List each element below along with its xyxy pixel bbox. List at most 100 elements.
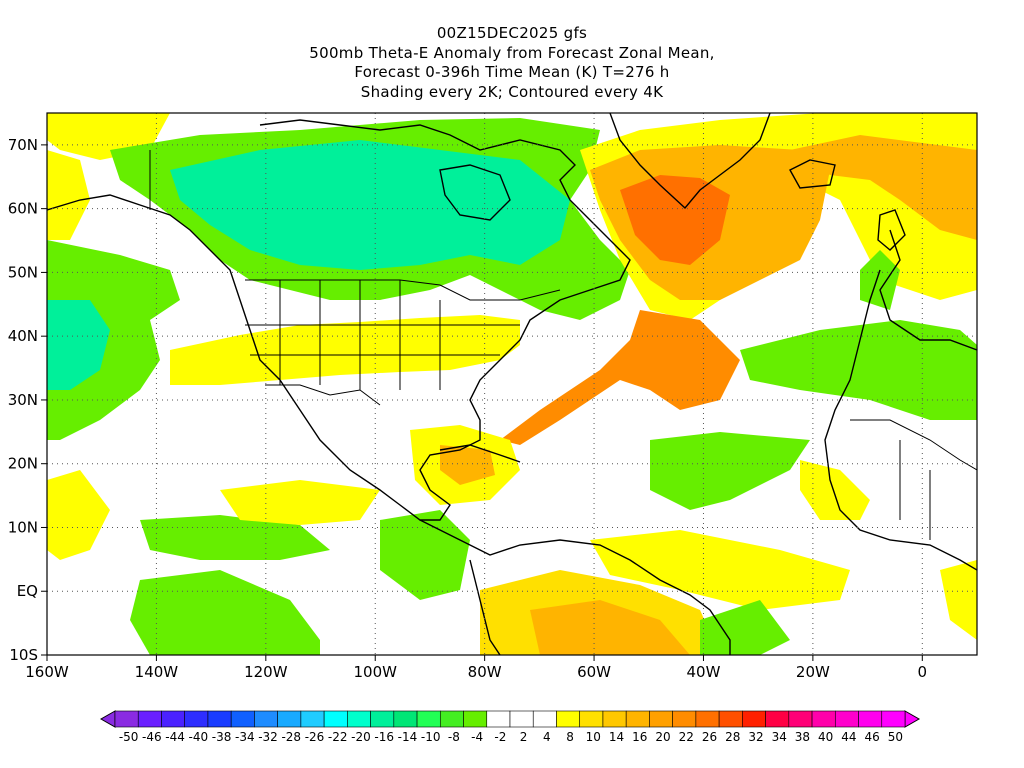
lon-tick-label: 80W bbox=[468, 663, 502, 681]
colorbar-swatch bbox=[486, 710, 511, 728]
shade-yellow-bering bbox=[47, 150, 90, 240]
border-sahara bbox=[850, 419, 977, 540]
colorbar-swatch bbox=[230, 710, 255, 728]
colorbar-swatch bbox=[300, 710, 325, 728]
coastline-south-america-west bbox=[469, 559, 501, 655]
colorbar-label: 8 bbox=[566, 730, 574, 744]
title-line-4: Shading every 2K; Contoured every 4K bbox=[360, 82, 664, 101]
shade-cyan-canada bbox=[170, 140, 570, 270]
colorbar-label: -26 bbox=[305, 730, 325, 744]
colorbar-label: -20 bbox=[351, 730, 371, 744]
colorbar-swatch bbox=[579, 710, 604, 728]
colorbar-label: 2 bbox=[520, 730, 528, 744]
shade-orange-caribbean bbox=[440, 445, 495, 485]
gridlines bbox=[47, 113, 977, 655]
colorbar-label: 34 bbox=[772, 730, 787, 744]
colorbar-swatch bbox=[672, 710, 697, 728]
lon-tick-label: 160W bbox=[25, 663, 69, 681]
shade-yellow-east-pacific bbox=[220, 480, 380, 525]
lat-tick-label: 40N bbox=[8, 327, 38, 345]
colorbar-arrow-right bbox=[904, 710, 921, 728]
colorbar-label: -46 bbox=[142, 730, 162, 744]
colorbar-swatch bbox=[625, 710, 650, 728]
colorbar-label: 40 bbox=[818, 730, 833, 744]
colorbar: -50 -46 -44 -40 -38 -34 -32 -28 -26 -22 -20 -16 -14-… bbox=[99, 710, 921, 744]
title-line-2: 500mb Theta-E Anomaly from Forecast Zona… bbox=[309, 43, 715, 62]
colorbar-label: 32 bbox=[748, 730, 763, 744]
colorbar-swatch bbox=[277, 710, 302, 728]
colorbar-swatch bbox=[532, 710, 557, 728]
colorbar-label: -44 bbox=[165, 730, 185, 744]
colorbar-label: -4 bbox=[471, 730, 483, 744]
colorbar-label: 44 bbox=[841, 730, 856, 744]
colorbar-swatch bbox=[788, 710, 813, 728]
coastline-south-america bbox=[419, 519, 731, 655]
lat-tick-label: 30N bbox=[8, 391, 38, 409]
shade-yellow-atl-east bbox=[940, 560, 977, 640]
shade-green-south-atlantic bbox=[700, 600, 790, 655]
colorbar-swatch bbox=[695, 710, 720, 728]
colorbar-label: -8 bbox=[448, 730, 460, 744]
coastline-europe bbox=[879, 229, 977, 351]
colorbar-label: 10 bbox=[586, 730, 601, 744]
colorbar-swatch bbox=[416, 710, 441, 728]
colorbar-swatch bbox=[347, 710, 371, 728]
lon-tick-label: 100W bbox=[354, 663, 398, 681]
colorbar-label: -40 bbox=[189, 730, 209, 744]
colorbar-swatch bbox=[463, 710, 488, 728]
coastline-greenland bbox=[609, 113, 771, 210]
coastline-cuba bbox=[439, 444, 521, 463]
colorbar-label: 22 bbox=[679, 730, 694, 744]
border-states-2 bbox=[245, 324, 520, 356]
colorbar-label: -22 bbox=[328, 730, 348, 744]
colorbar-label: 28 bbox=[725, 730, 740, 744]
colorbar-label: 4 bbox=[543, 730, 551, 744]
colorbar-swatch bbox=[114, 710, 139, 728]
colorbar-swatch bbox=[881, 710, 906, 728]
coastline-uk bbox=[877, 209, 906, 251]
lon-tick-label: 140W bbox=[135, 663, 179, 681]
colorbar-swatch bbox=[602, 710, 627, 728]
shade-green-mexico-sea bbox=[380, 510, 470, 600]
colorbar-swatch bbox=[323, 710, 348, 728]
border-us-mexico bbox=[265, 384, 381, 406]
colorbar-swatch bbox=[556, 710, 581, 728]
title-line-1: 00Z15DEC2025 gfs bbox=[436, 24, 588, 42]
colorbar-label: 26 bbox=[702, 730, 717, 744]
colorbar-swatch bbox=[718, 710, 743, 728]
shade-yellow-africa bbox=[800, 460, 870, 520]
anomaly-shading bbox=[47, 113, 977, 655]
shade-green-pacific-south bbox=[130, 570, 320, 655]
shade-yellow-hawaii bbox=[47, 470, 110, 560]
colorbar-swatch bbox=[509, 710, 534, 728]
lat-tick-label: 60N bbox=[8, 200, 38, 218]
shade-yellow-tropical-atlantic bbox=[590, 530, 850, 610]
shade-orange-south-america bbox=[530, 600, 690, 655]
borders bbox=[149, 150, 977, 540]
lat-tick-label: 10S bbox=[9, 646, 38, 664]
shade-orange-plume bbox=[500, 310, 740, 445]
colorbar-swatch bbox=[811, 710, 836, 728]
coastline-hudson-bay bbox=[439, 164, 511, 221]
lat-tick-label: 70N bbox=[8, 136, 38, 154]
lon-tick-label: 0 bbox=[918, 663, 928, 681]
colorbar-swatch bbox=[184, 710, 209, 728]
colorbar-arrow-left bbox=[99, 710, 116, 728]
plot-frame bbox=[46, 112, 978, 656]
latitude-axis: 70N 60N 50N 40N 30N 20N 10N EQ 10S bbox=[8, 136, 47, 664]
colorbar-label: -38 bbox=[212, 730, 232, 744]
coastline-north-america bbox=[47, 119, 631, 521]
shade-green-west-pacific bbox=[47, 240, 180, 440]
shade-cyan-west-pacific bbox=[47, 300, 110, 390]
colorbar-swatch bbox=[254, 710, 278, 728]
colorbar-label: 38 bbox=[795, 730, 810, 744]
coastlines bbox=[47, 113, 977, 655]
colorbar-swatch bbox=[649, 710, 673, 728]
colorbar-swatch bbox=[137, 710, 162, 728]
colorbar-label: 46 bbox=[865, 730, 880, 744]
chart-title: 00Z15DEC2025 gfs 500mb Theta-E Anomaly f… bbox=[0, 24, 1024, 102]
shade-green-tropical-atlantic bbox=[650, 432, 810, 510]
shade-yellow-us bbox=[170, 315, 520, 385]
colorbar-swatch bbox=[393, 710, 418, 728]
